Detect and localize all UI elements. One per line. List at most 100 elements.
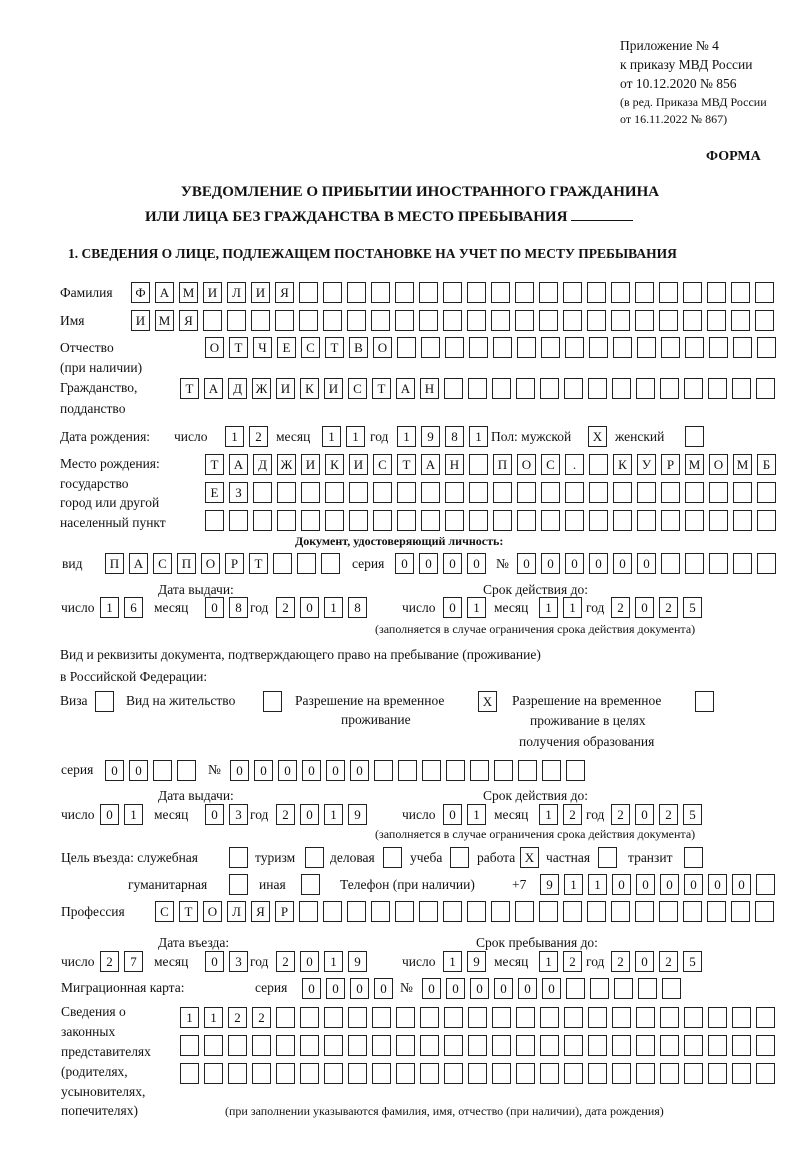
cell-patronymic[interactable] — [637, 337, 656, 358]
cell-birthplace-row3[interactable] — [733, 510, 752, 531]
cell-id-kind[interactable] — [321, 553, 340, 574]
cell-birthplace-row1[interactable]: Р — [661, 454, 680, 475]
cell-reps-row1[interactable] — [300, 1007, 319, 1028]
cell-name[interactable] — [443, 310, 462, 331]
cell-id-number[interactable]: 0 — [637, 553, 656, 574]
cell-profession[interactable] — [371, 901, 390, 922]
cell-surname[interactable] — [611, 282, 630, 303]
cell-patronymic[interactable] — [733, 337, 752, 358]
cell-reps-row3[interactable] — [180, 1063, 199, 1084]
cell-id-valid-month[interactable]: 1 — [539, 597, 558, 618]
cell-id-kind[interactable]: О — [201, 553, 220, 574]
cell-birthplace-row2[interactable] — [541, 482, 560, 503]
cell-patronymic[interactable] — [445, 337, 464, 358]
cell-citizenship[interactable]: И — [276, 378, 295, 399]
cell-mig-number[interactable]: 0 — [446, 978, 465, 999]
cell-name[interactable]: М — [155, 310, 174, 331]
cell-id-number[interactable] — [661, 553, 680, 574]
cell-birthplace-row1[interactable]: О — [517, 454, 536, 475]
cell-birthplace-row2[interactable] — [517, 482, 536, 503]
cell-profession[interactable] — [539, 901, 558, 922]
cell-reps-row1[interactable] — [444, 1007, 463, 1028]
cell-birthplace-row1[interactable] — [469, 454, 488, 475]
cell-patronymic[interactable]: Т — [229, 337, 248, 358]
cell-citizenship[interactable]: Т — [180, 378, 199, 399]
cell-birthplace-row2[interactable] — [397, 482, 416, 503]
cell-id-kind[interactable]: П — [105, 553, 124, 574]
checkbox-purpose-study[interactable] — [450, 847, 469, 868]
cell-entry-day[interactable]: 7 — [124, 951, 143, 972]
cell-entry-year[interactable]: 9 — [348, 951, 367, 972]
cell-birthplace-row1[interactable]: Т — [397, 454, 416, 475]
checkbox-temp-residence-edu[interactable] — [695, 691, 714, 712]
cell-patronymic[interactable] — [421, 337, 440, 358]
cell-reps-row2[interactable] — [300, 1035, 319, 1056]
cell-citizenship[interactable] — [588, 378, 607, 399]
cell-name[interactable] — [515, 310, 534, 331]
cell-patronymic[interactable]: Т — [325, 337, 344, 358]
cell-profession[interactable] — [563, 901, 582, 922]
cell-birthplace-row3[interactable] — [685, 510, 704, 531]
cell-citizenship[interactable] — [636, 378, 655, 399]
cell-patronymic[interactable]: Ч — [253, 337, 272, 358]
cell-reps-row3[interactable] — [732, 1063, 751, 1084]
cell-citizenship[interactable] — [660, 378, 679, 399]
cell-stay-number[interactable] — [446, 760, 465, 781]
cell-phone[interactable]: 0 — [732, 874, 751, 895]
cell-stay-issue-month[interactable]: 0 — [205, 804, 224, 825]
cell-surname[interactable] — [731, 282, 750, 303]
cell-surname[interactable] — [515, 282, 534, 303]
cell-phone[interactable]: 0 — [612, 874, 631, 895]
cell-birth-day[interactable]: 2 — [249, 426, 268, 447]
cell-reps-row1[interactable] — [468, 1007, 487, 1028]
cell-reps-row2[interactable] — [492, 1035, 511, 1056]
cell-name[interactable] — [491, 310, 510, 331]
cell-profession[interactable] — [299, 901, 318, 922]
cell-profession[interactable]: О — [203, 901, 222, 922]
cell-profession[interactable] — [467, 901, 486, 922]
cell-profession[interactable]: Я — [251, 901, 270, 922]
cell-birthplace-row2[interactable] — [349, 482, 368, 503]
cell-patronymic[interactable] — [613, 337, 632, 358]
cell-birthplace-row1[interactable]: Т — [205, 454, 224, 475]
cell-stay-until-year[interactable]: 0 — [635, 951, 654, 972]
cell-reps-row2[interactable] — [180, 1035, 199, 1056]
cell-patronymic[interactable]: О — [373, 337, 392, 358]
cell-birthplace-row3[interactable] — [301, 510, 320, 531]
cell-stay-series[interactable]: 0 — [129, 760, 148, 781]
cell-reps-row1[interactable] — [588, 1007, 607, 1028]
cell-reps-row3[interactable] — [636, 1063, 655, 1084]
cell-patronymic[interactable]: В — [349, 337, 368, 358]
cell-reps-row2[interactable] — [684, 1035, 703, 1056]
cell-surname[interactable] — [467, 282, 486, 303]
cell-reps-row2[interactable] — [660, 1035, 679, 1056]
cell-stay-series[interactable] — [177, 760, 196, 781]
cell-citizenship[interactable] — [492, 378, 511, 399]
cell-reps-row1[interactable] — [324, 1007, 343, 1028]
cell-stay-number[interactable] — [422, 760, 441, 781]
cell-profession[interactable] — [755, 901, 774, 922]
cell-profession[interactable] — [683, 901, 702, 922]
cell-stay-number[interactable]: 0 — [326, 760, 345, 781]
cell-birthplace-row1[interactable]: А — [421, 454, 440, 475]
cell-reps-row2[interactable] — [444, 1035, 463, 1056]
cell-profession[interactable] — [587, 901, 606, 922]
cell-phone[interactable]: 1 — [564, 874, 583, 895]
cell-entry-month[interactable]: 0 — [205, 951, 224, 972]
cell-reps-row1[interactable] — [684, 1007, 703, 1028]
cell-birthplace-row1[interactable]: Н — [445, 454, 464, 475]
checkbox-purpose-official[interactable] — [229, 847, 248, 868]
checkbox-purpose-other[interactable] — [301, 874, 320, 895]
cell-stay-number[interactable]: 0 — [302, 760, 321, 781]
checkbox-sex-female[interactable] — [685, 426, 704, 447]
cell-birthplace-row1[interactable]: И — [349, 454, 368, 475]
cell-surname[interactable] — [683, 282, 702, 303]
cell-name[interactable] — [371, 310, 390, 331]
cell-id-issue-year[interactable]: 2 — [276, 597, 295, 618]
cell-phone[interactable]: 0 — [636, 874, 655, 895]
cell-phone[interactable]: 0 — [684, 874, 703, 895]
cell-reps-row1[interactable]: 2 — [228, 1007, 247, 1028]
cell-stay-number[interactable] — [494, 760, 513, 781]
cell-birthplace-row2[interactable] — [757, 482, 776, 503]
cell-phone[interactable]: 0 — [708, 874, 727, 895]
